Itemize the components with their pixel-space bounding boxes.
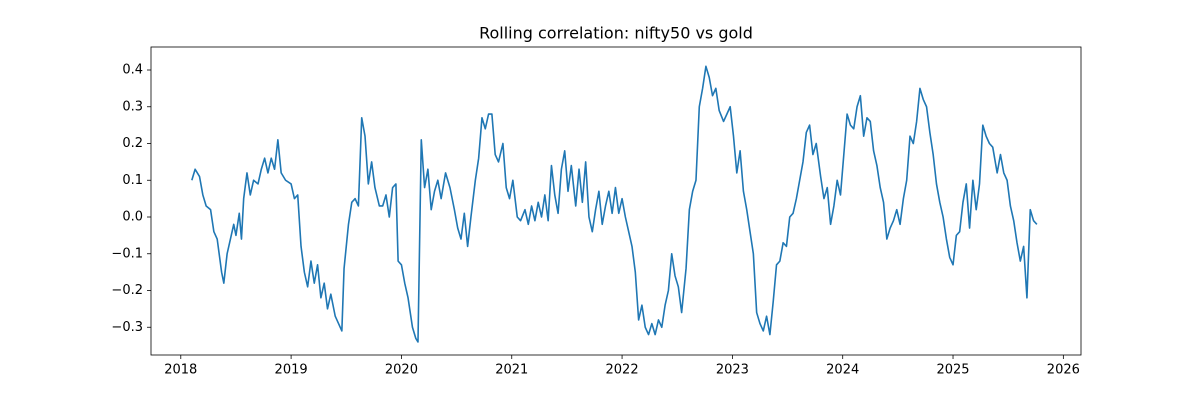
y-tick-label: 0.4 [122, 63, 143, 78]
y-tick-label: 0.3 [122, 99, 143, 114]
x-tick-label: 2024 [826, 363, 859, 378]
axes-frame [150, 46, 1082, 356]
data-line [191, 65, 1038, 343]
y-tick-label: 0.1 [122, 173, 143, 188]
x-tick-label: 2020 [385, 363, 418, 378]
y-tick-label: −0.3 [111, 320, 143, 335]
x-tick-label: 2026 [1047, 363, 1080, 378]
x-tick-label: 2022 [606, 363, 639, 378]
x-tick-label: 2021 [495, 363, 528, 378]
x-tick-label: 2025 [936, 363, 969, 378]
x-tick-label: 2018 [164, 363, 197, 378]
chart-title: Rolling correlation: nifty50 vs gold [479, 24, 753, 43]
y-tick-label: 0.2 [122, 136, 143, 151]
y-tick-label: 0.0 [122, 210, 143, 225]
x-tick-label: 2019 [275, 363, 308, 378]
x-tick-label: 2023 [716, 363, 749, 378]
y-tick-label: −0.2 [111, 283, 143, 298]
y-tick-label: −0.1 [111, 246, 143, 261]
